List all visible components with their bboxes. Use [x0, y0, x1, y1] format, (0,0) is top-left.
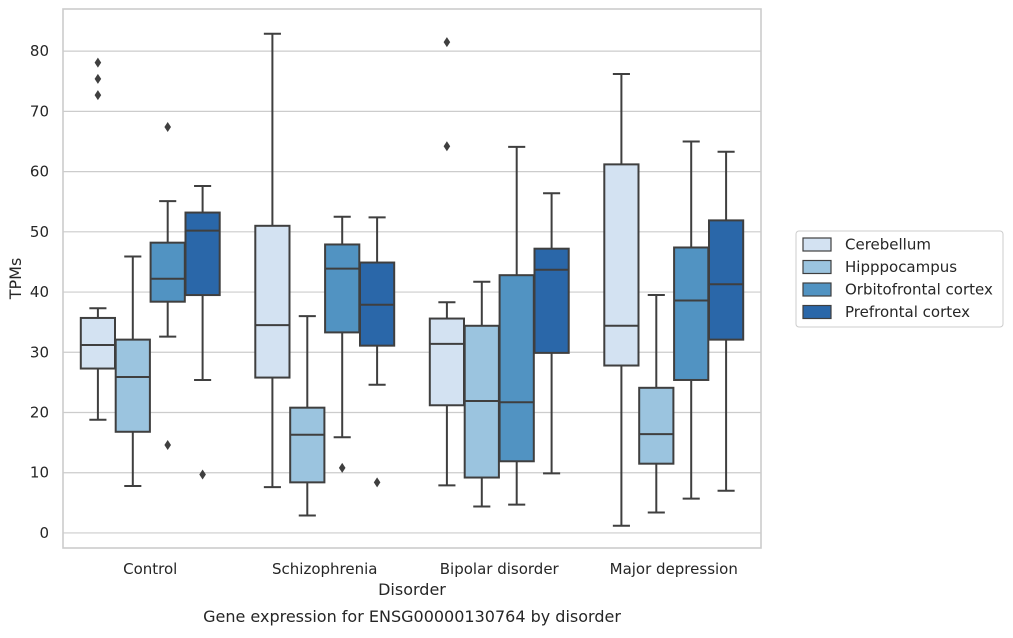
- legend-swatch: [802, 282, 832, 297]
- outlier-point: [94, 57, 102, 68]
- box-2-1: [324, 215, 361, 473]
- outlier-point: [164, 122, 171, 133]
- x-tick-label: Bipolar disorder: [440, 560, 560, 578]
- box-0-3: [603, 73, 640, 527]
- outlier-point: [94, 73, 102, 84]
- box-1-3: [638, 294, 675, 514]
- y-tick-label: 60: [30, 163, 49, 181]
- box-iqr: [533, 247, 570, 354]
- box-iqr: [324, 243, 361, 334]
- legend-label: Prefrontal cortex: [845, 303, 970, 321]
- outlier-point: [338, 462, 346, 473]
- box-iqr: [638, 386, 675, 465]
- box-1-0: [114, 255, 151, 487]
- box-0-2: [428, 37, 466, 487]
- box-1-1: [289, 315, 326, 517]
- legend-swatch: [802, 237, 832, 252]
- box-2-2: [498, 145, 535, 506]
- x-tick-label: Major depression: [610, 560, 738, 578]
- chart-caption: Gene expression for ENSG00000130764 by d…: [203, 607, 621, 626]
- legend-frame: [795, 230, 1004, 328]
- legend-swatch: [802, 259, 832, 275]
- x-tick-label: Control: [123, 560, 177, 578]
- box-3-0: [184, 185, 221, 480]
- box-1-2: [463, 280, 500, 508]
- y-tick-label: 70: [30, 102, 49, 120]
- y-tick-label: 80: [30, 42, 49, 60]
- y-tick-label: 10: [30, 464, 49, 482]
- box-0-1: [254, 32, 291, 489]
- box-3-2: [533, 192, 570, 475]
- outlier-point: [443, 37, 451, 48]
- outlier-point: [164, 440, 171, 451]
- y-tick-label: 0: [39, 524, 49, 542]
- outlier-point: [199, 469, 206, 480]
- legend-swatch: [802, 304, 832, 320]
- y-axis-label: TPMs: [6, 258, 25, 301]
- y-tick-label: 30: [30, 343, 49, 361]
- x-axis-label: Disorder: [378, 580, 446, 599]
- box-2-3: [673, 140, 710, 500]
- y-tick-label: 20: [30, 403, 49, 421]
- y-tick-label: 50: [30, 223, 49, 241]
- outlier-point: [94, 90, 102, 101]
- box-3-3: [707, 150, 745, 492]
- legend-label: Cerebellum: [845, 236, 931, 254]
- box-3-1: [358, 216, 396, 488]
- box-iqr: [289, 406, 326, 484]
- x-tick-labels: Control Schizophrenia Bipolar disorder Majo…: [123, 560, 738, 578]
- outlier-point: [373, 477, 381, 488]
- x-tick-label: Schizophrenia: [272, 560, 377, 578]
- outlier-point: [443, 141, 451, 152]
- box-iqr: [149, 241, 186, 303]
- box-iqr: [428, 317, 466, 407]
- box-plots: [79, 32, 745, 527]
- legend-label: Orbitofrontal cortex: [845, 281, 993, 299]
- box-iqr: [498, 274, 535, 463]
- box-iqr: [707, 219, 745, 341]
- legend-label: Hipppocampus: [845, 258, 957, 276]
- box-iqr: [254, 224, 291, 379]
- y-tick-label: 40: [30, 283, 49, 301]
- box-iqr: [114, 338, 151, 433]
- box-iqr: [673, 246, 710, 381]
- box-iqr: [184, 211, 221, 297]
- legend: Cerebellum Hipppocampus Orbitofrontal cort…: [795, 230, 1004, 328]
- y-tick-labels: 0 10 20 30 40 50 60 70 80: [30, 42, 49, 542]
- plot-frame: [62, 8, 762, 549]
- box-iqr: [79, 316, 117, 370]
- box-iqr: [603, 163, 640, 367]
